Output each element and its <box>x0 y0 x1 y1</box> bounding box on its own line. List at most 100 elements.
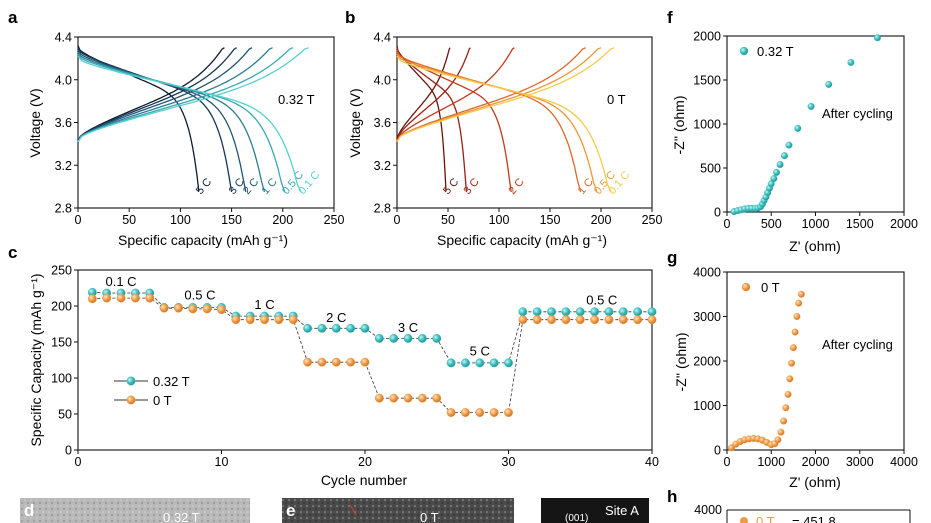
y-tick-label-f: 1000 <box>693 118 721 132</box>
x-axis-label-c: Cycle number <box>321 472 408 488</box>
micrograph-label-e: 0 T <box>420 510 439 523</box>
discharge-curve-b <box>396 53 598 193</box>
data-point-c <box>317 323 327 333</box>
y-tick-label-g: 1000 <box>693 399 721 413</box>
charge-curve-b <box>396 47 471 142</box>
data-point-c <box>633 307 643 317</box>
y-tick-label-h: 4000 <box>694 503 722 517</box>
data-point-c <box>475 358 485 368</box>
panel-letter-d: d <box>24 501 34 520</box>
data-point-f <box>776 160 784 168</box>
rate-label-c: 3 C <box>398 320 418 335</box>
data-point-g <box>786 375 794 383</box>
data-point-c <box>331 323 341 333</box>
data-point-c <box>604 315 614 325</box>
x-tick-label-f: 500 <box>761 217 782 231</box>
data-point-c <box>647 315 657 325</box>
data-point-c <box>317 357 327 367</box>
x-axis-label-b: Specific capacity (mAh g⁻¹) <box>437 232 607 248</box>
note-g: After cycling <box>822 337 893 352</box>
y-tick-label-b: 4.0 <box>374 73 391 87</box>
data-point-g <box>789 344 797 352</box>
y-axis-label-c: Specific Capacity (mAh g⁻¹) <box>28 273 44 446</box>
data-point-c <box>303 357 313 367</box>
charge-curve-b <box>396 47 615 143</box>
data-point-g <box>774 436 782 444</box>
y-tick-label-g: 0 <box>714 444 721 458</box>
plot-f: 0 500 1000 1500 2000 0 500 1000 1500 2000 <box>693 30 918 232</box>
charge-curve-a <box>77 47 253 143</box>
data-point-c <box>446 358 456 368</box>
data-point-c <box>360 323 370 333</box>
x-tick-label-b: 100 <box>489 213 510 227</box>
panel-h: h 4000 0 T = 451.8 <box>667 487 911 523</box>
y-tick-label-c: 200 <box>51 300 72 314</box>
legend-marker-c <box>126 376 136 386</box>
data-point-c <box>403 333 413 343</box>
data-point-c <box>575 307 585 317</box>
data-point-c <box>174 303 183 313</box>
data-point-c <box>202 304 212 314</box>
y-tick-label-g: 4000 <box>693 266 721 280</box>
panel-f: f 0 500 1000 1500 2000 0 500 1000 1500 2000 0.32 … <box>667 8 918 254</box>
y-tick-label-a: 4.0 <box>55 73 72 87</box>
data-point-g <box>780 417 788 425</box>
y-tick-label-c: 250 <box>51 264 72 278</box>
micrograph-d-texture <box>20 498 250 523</box>
data-point-c <box>561 307 571 317</box>
legend-marker-c <box>126 395 136 405</box>
legend-label-f: 0.32 T <box>757 44 794 59</box>
x-axis-label-f: Z' (ohm) <box>789 238 841 254</box>
data-point-c <box>116 293 126 303</box>
value-label-h: = 451.8 <box>792 514 836 523</box>
x-tick-label-a: 0 <box>75 213 82 227</box>
discharge-curve-b <box>396 55 612 193</box>
micrograph-e-texture <box>282 498 514 523</box>
y-tick-label-b: 3.2 <box>374 159 391 173</box>
data-point-g <box>795 299 803 307</box>
x-tick-label-b: 0 <box>394 213 401 227</box>
y-axis-label-a: Voltage (V) <box>27 88 43 157</box>
rate-label-a: 2 C <box>241 176 261 197</box>
discharge-curve-a <box>77 47 233 193</box>
discharge-curve-b <box>396 51 582 193</box>
data-point-c <box>504 358 513 368</box>
rate-label-c: 5 C <box>470 344 490 359</box>
data-point-f <box>825 80 833 88</box>
legend-label-h: 0 T <box>756 514 775 523</box>
data-point-c <box>590 315 600 325</box>
data-point-c <box>374 393 384 403</box>
x-tick-label-b: 150 <box>540 213 561 227</box>
data-point-c <box>274 315 284 325</box>
y-axis-label-b: Voltage (V) <box>347 88 363 157</box>
data-point-c <box>231 315 241 325</box>
y-tick-label-a: 3.2 <box>55 159 72 173</box>
panel-site-a: (001) Site A <box>541 498 649 523</box>
data-point-f <box>807 102 815 110</box>
rate-label-b: 3 C <box>461 176 481 197</box>
y-tick-label-c: 50 <box>58 408 72 422</box>
data-point-c <box>346 357 356 367</box>
rate-label-c: 2 C <box>326 310 346 325</box>
data-point-g <box>797 290 805 298</box>
legend-label-c: 0.32 T <box>153 374 190 389</box>
data-point-f <box>794 124 802 132</box>
data-point-g <box>788 359 796 367</box>
charge-curve-b <box>396 47 515 142</box>
data-point-c <box>547 315 556 325</box>
rate-label-c: 1 C <box>254 297 274 312</box>
plot-c: 0 10 20 30 40 0 50 100 150 200 250 0.1 C 0.5 C 1 C 2 C… <box>51 264 659 470</box>
y-tick-label-f: 500 <box>700 162 721 176</box>
charge-curve-a <box>77 47 294 143</box>
data-point-c <box>389 333 399 343</box>
data-point-c <box>260 315 269 325</box>
plot-g: 0 1000 2000 3000 4000 0 1000 2000 3000 4000 <box>693 266 918 470</box>
legend-marker-h <box>740 517 748 523</box>
data-point-f <box>773 168 781 176</box>
data-point-c <box>87 294 97 304</box>
charge-curve-a <box>77 47 273 143</box>
rate-label-c: 0.5 C <box>184 288 215 303</box>
x-tick-label-c: 0 <box>75 455 82 469</box>
